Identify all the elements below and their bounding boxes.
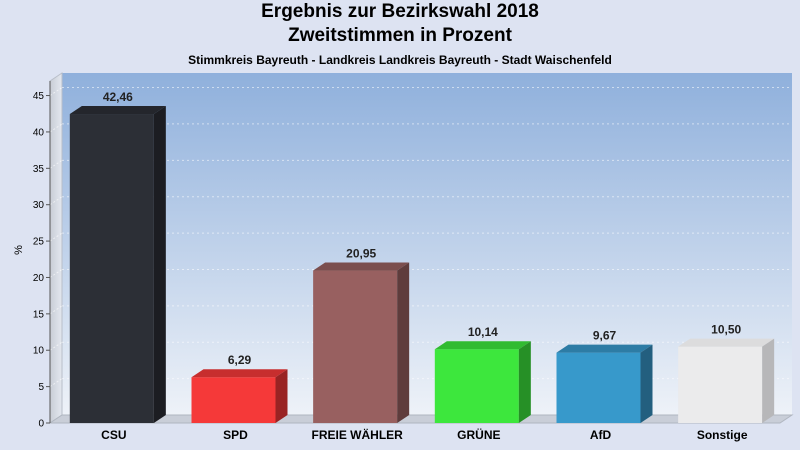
value-label: 10,14 [468,325,498,339]
gridline-side [49,232,63,242]
bar-grüne [434,341,531,423]
bar-side [275,369,288,423]
bar-side [762,338,775,423]
bar-front [434,349,519,423]
chart-region-subtitle: Stimmkreis Bayreuth - Landkreis Landkrei… [188,53,612,67]
plot-background [62,73,792,415]
bar-afd [556,344,653,423]
gridline-side [49,269,63,278]
bar-sonstige [678,338,775,423]
category-label: GRÜNE [457,427,500,442]
y-tick-label: 10 [33,346,45,357]
gridline-side [49,87,63,96]
gridline-side [49,341,63,351]
bar-shade [434,349,519,423]
bar-shade [556,352,641,423]
y-tick-label: 0 [38,419,44,430]
bar-front [191,377,276,423]
category-label: SPD [223,428,248,442]
y-tick-label: 40 [33,127,45,138]
bar-csu [69,106,166,424]
category-label: FREIE WÄHLER [311,427,403,442]
chart-title: Ergebnis zur Bezirkswahl 2018 [261,1,539,22]
bar-front [69,114,154,424]
gridline-side [49,378,63,388]
chart-subtitle: Zweitstimmen in Prozent [288,25,512,46]
value-label: 42,46 [103,90,133,104]
y-tick-label: 15 [33,309,45,320]
value-label: 10,50 [711,323,741,337]
grid-lines [49,87,792,388]
bar-side [153,106,166,424]
bar-side [640,344,653,423]
y-axis: 0 5 10 15 20 25 30 35 40 45% [13,81,51,430]
value-label: 9,67 [593,329,617,343]
bar-top [556,344,653,353]
bar-shade [69,114,154,424]
bar-top [191,369,288,378]
category-label: AfD [590,428,612,442]
bar-top [69,106,166,115]
category-label: Sonstige [697,428,748,442]
labels: 42,46 CSU 6,29 SPD 20,95 FREIE WÄHLER 10,14 GRÜ… [101,90,748,442]
title-block: Ergebnis zur Bezirkswahl 2018 Zweitstimm… [0,0,800,68]
y-tick-label: 5 [38,382,44,393]
category-label: CSU [101,428,126,442]
y-tick-label: 35 [33,164,45,175]
gridline-side [49,305,63,315]
bar-shade [313,270,398,423]
bar-front [556,352,641,423]
bar-shade [191,377,276,423]
y-axis-label: % [13,245,25,255]
gridline-side [49,159,63,169]
bar-spd [191,369,288,423]
gridline-side [49,123,63,133]
bar-top [678,338,775,347]
value-label: 20,95 [346,247,376,261]
y-tick-label: 30 [33,200,45,211]
bar-freie-wähler [313,262,410,423]
bar-top [434,341,531,350]
bar-front [678,346,763,423]
gridline-side [49,196,63,206]
y-tick-label: 45 [33,91,45,102]
bar-front [313,270,398,423]
bars [69,106,775,424]
bar-side [518,341,531,423]
value-label: 6,29 [228,353,252,367]
bar-shade [678,346,763,423]
y-tick-label: 25 [33,237,45,248]
bar-side [397,262,410,423]
bar-top [313,262,410,271]
y-tick-label: 20 [33,273,45,284]
